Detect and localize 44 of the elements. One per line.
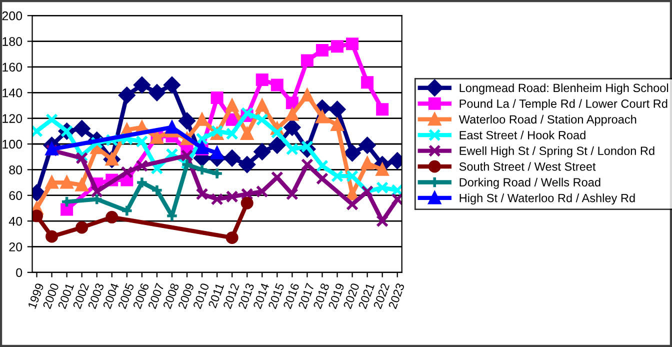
y-tick-label: 100 xyxy=(2,140,22,149)
x-tick-label: 1999 xyxy=(28,282,44,309)
x-tick-label: 2020 xyxy=(343,282,360,310)
x-tick-label: 2023 xyxy=(388,282,405,310)
x-tick-label: 2006 xyxy=(132,282,150,310)
y-tick-label: 0 xyxy=(16,268,22,278)
legend-label: Longmead Road: Blenheim High School xyxy=(460,83,668,94)
x-tick-label: 2003 xyxy=(88,282,104,310)
x-tick-label: 2016 xyxy=(283,282,300,310)
legend-label: Pound La / Temple Rd / Lower Court Rd xyxy=(460,99,668,110)
x-tick-label: 2009 xyxy=(178,282,194,310)
x-tick-label: 2022 xyxy=(373,282,390,310)
x-tick-label: 2013 xyxy=(238,282,254,310)
x-tick-label: 2004 xyxy=(102,282,120,310)
legend-label: East Street / Hook Road xyxy=(460,130,586,140)
x-tick-label: 2014 xyxy=(252,282,270,310)
y-tick-label: 60 xyxy=(9,191,22,200)
y-tick-label: 40 xyxy=(8,216,22,226)
x-tick-label: 2021 xyxy=(358,282,375,310)
y-tick-label: 80 xyxy=(9,165,22,174)
x-tick-label: 2010 xyxy=(192,282,210,310)
legend-label: Dorking Road / Wells Road xyxy=(460,178,600,189)
y-tick-label: 180 xyxy=(2,37,22,46)
x-tick-label: 2005 xyxy=(118,282,134,310)
y-tick-label: 200 xyxy=(2,11,22,20)
legend-label: Ewell High St / Spring St / London Rd xyxy=(460,146,654,158)
x-tick-label: 2002 xyxy=(72,282,90,310)
x-tick-label: 2011 xyxy=(208,282,224,308)
y-tick-label: 160 xyxy=(2,62,22,72)
x-tick-label: 2012 xyxy=(222,282,240,310)
x-tick-label: 2007 xyxy=(148,282,164,310)
x-tick-label: 2015 xyxy=(268,282,284,310)
x-tick-label: 2000 xyxy=(42,282,60,310)
legend-label: High St / Waterloo Rd / Ashley Rd xyxy=(460,194,635,205)
x-tick-label: 2001 xyxy=(58,282,74,310)
x-tick-label: 2019 xyxy=(328,282,345,310)
legend-label: Waterloo Road / Station Approach xyxy=(458,114,636,126)
x-tick-label: 2017 xyxy=(298,282,314,310)
y-tick-label: 20 xyxy=(9,242,22,252)
y-tick-label: 140 xyxy=(2,88,22,98)
x-tick-label: 2018 xyxy=(313,282,330,310)
y-tick-label: 120 xyxy=(2,114,22,123)
legend-label: South Street / West Street xyxy=(459,162,596,171)
x-tick-label: 2008 xyxy=(162,282,180,310)
